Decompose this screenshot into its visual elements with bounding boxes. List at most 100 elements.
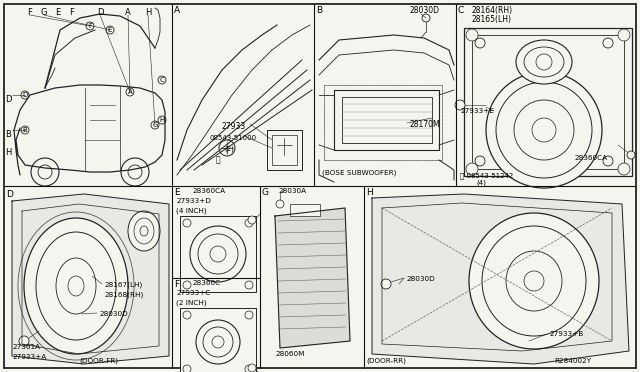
Text: D: D — [97, 8, 103, 17]
Circle shape — [245, 281, 253, 289]
Circle shape — [183, 365, 191, 372]
Text: 27933+E: 27933+E — [460, 108, 494, 114]
Circle shape — [196, 320, 240, 364]
Ellipse shape — [469, 213, 599, 349]
Text: (4 INCH): (4 INCH) — [176, 207, 207, 214]
Text: D: D — [6, 190, 13, 199]
Circle shape — [158, 116, 166, 124]
Text: A: A — [125, 8, 131, 17]
Circle shape — [422, 14, 430, 22]
Text: 27933+B: 27933+B — [549, 331, 583, 337]
Ellipse shape — [486, 72, 602, 188]
Text: 28164(RH): 28164(RH) — [472, 6, 513, 15]
Text: 27933+C: 27933+C — [176, 290, 211, 296]
Text: Ⓑ 08543-51242: Ⓑ 08543-51242 — [460, 172, 513, 179]
Text: (DOOR-RR): (DOOR-RR) — [366, 358, 406, 365]
Text: (BOSE SUBWOOFER): (BOSE SUBWOOFER) — [322, 170, 396, 176]
Text: F: F — [28, 8, 33, 17]
Ellipse shape — [128, 211, 160, 251]
Bar — [180, 216, 256, 292]
Bar — [464, 28, 632, 176]
Text: E: E — [56, 8, 61, 17]
Circle shape — [381, 279, 391, 289]
Text: 28165(LH): 28165(LH) — [472, 15, 512, 24]
Circle shape — [276, 200, 284, 208]
Polygon shape — [275, 208, 350, 348]
Bar — [267, 130, 302, 170]
Text: D: D — [22, 92, 28, 98]
Text: F: F — [88, 23, 92, 29]
Text: 27933+A: 27933+A — [12, 354, 46, 360]
Text: H: H — [5, 148, 11, 157]
Text: 27361A: 27361A — [12, 344, 40, 350]
Text: 28360CA: 28360CA — [574, 155, 607, 161]
Bar — [180, 308, 256, 372]
Text: G: G — [41, 8, 47, 17]
Text: 28360C: 28360C — [192, 280, 220, 286]
Text: 27933: 27933 — [222, 122, 246, 131]
Text: 28030A: 28030A — [278, 188, 306, 194]
Text: C: C — [458, 6, 464, 15]
Text: (2): (2) — [224, 146, 234, 153]
Ellipse shape — [516, 40, 572, 84]
Circle shape — [151, 121, 159, 129]
Text: F: F — [70, 8, 74, 17]
Text: Ⓢ: Ⓢ — [216, 155, 221, 164]
Circle shape — [475, 38, 485, 48]
Text: (4): (4) — [476, 180, 486, 186]
Text: B: B — [316, 6, 322, 15]
Text: B: B — [5, 130, 11, 139]
Text: B: B — [22, 127, 28, 133]
Text: (2 INCH): (2 INCH) — [176, 299, 207, 305]
Polygon shape — [372, 194, 629, 364]
Bar — [272, 135, 297, 165]
Text: 28168(RH): 28168(RH) — [104, 291, 143, 298]
Bar — [290, 204, 320, 216]
Bar — [342, 97, 432, 143]
Text: 28030D: 28030D — [99, 311, 128, 317]
Text: G: G — [262, 188, 269, 197]
Text: H: H — [366, 188, 372, 197]
Text: H: H — [145, 8, 151, 17]
Circle shape — [219, 140, 235, 156]
Circle shape — [158, 76, 166, 84]
Bar — [324, 85, 442, 160]
Circle shape — [248, 216, 256, 224]
Circle shape — [183, 281, 191, 289]
Circle shape — [627, 151, 635, 159]
Text: E: E — [174, 188, 180, 197]
Circle shape — [618, 29, 630, 41]
Text: 28030D: 28030D — [409, 6, 439, 15]
Bar — [334, 90, 439, 150]
Text: 08543-51000: 08543-51000 — [210, 135, 257, 141]
Circle shape — [618, 163, 630, 175]
Circle shape — [183, 219, 191, 227]
Bar — [472, 35, 624, 169]
Circle shape — [245, 365, 253, 372]
Circle shape — [475, 156, 485, 166]
Text: 28360CA: 28360CA — [192, 188, 225, 194]
Text: R284002Y: R284002Y — [554, 358, 591, 364]
Circle shape — [603, 38, 613, 48]
Circle shape — [466, 29, 478, 41]
Text: G: G — [152, 122, 157, 128]
Circle shape — [126, 88, 134, 96]
Polygon shape — [12, 194, 169, 364]
Circle shape — [190, 226, 246, 282]
Text: H: H — [159, 117, 164, 123]
Text: 27933+D: 27933+D — [176, 198, 211, 204]
Text: 28060M: 28060M — [275, 351, 305, 357]
Circle shape — [245, 219, 253, 227]
Circle shape — [603, 156, 613, 166]
Circle shape — [455, 100, 465, 110]
Circle shape — [21, 126, 29, 134]
Text: 28167(LH): 28167(LH) — [104, 281, 142, 288]
Text: E: E — [108, 27, 112, 33]
Text: (DOOR-FR): (DOOR-FR) — [79, 358, 118, 365]
Circle shape — [466, 163, 478, 175]
Circle shape — [86, 22, 94, 30]
Text: A: A — [127, 89, 132, 95]
Text: D: D — [4, 95, 12, 104]
Circle shape — [19, 336, 29, 346]
Text: F: F — [174, 280, 179, 289]
